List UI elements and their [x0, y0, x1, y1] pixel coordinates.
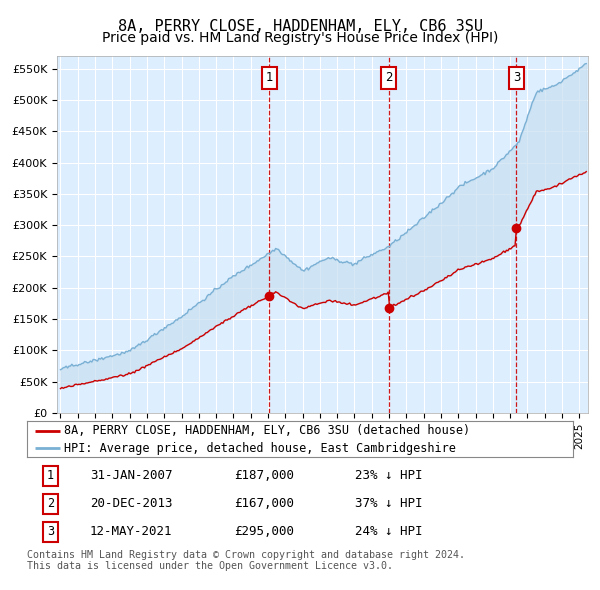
Text: 37% ↓ HPI: 37% ↓ HPI	[355, 497, 422, 510]
Text: Contains HM Land Registry data © Crown copyright and database right 2024.
This d: Contains HM Land Registry data © Crown c…	[27, 550, 465, 572]
Text: 2: 2	[385, 71, 392, 84]
Text: Price paid vs. HM Land Registry's House Price Index (HPI): Price paid vs. HM Land Registry's House …	[102, 31, 498, 45]
Text: 3: 3	[513, 71, 520, 84]
Text: 8A, PERRY CLOSE, HADDENHAM, ELY, CB6 3SU (detached house): 8A, PERRY CLOSE, HADDENHAM, ELY, CB6 3SU…	[64, 424, 470, 437]
Text: 24% ↓ HPI: 24% ↓ HPI	[355, 525, 422, 538]
Text: 2: 2	[47, 497, 54, 510]
Text: 8A, PERRY CLOSE, HADDENHAM, ELY, CB6 3SU: 8A, PERRY CLOSE, HADDENHAM, ELY, CB6 3SU	[118, 19, 482, 34]
Text: 3: 3	[47, 525, 54, 538]
Text: 31-JAN-2007: 31-JAN-2007	[90, 470, 172, 483]
Text: £187,000: £187,000	[235, 470, 295, 483]
Text: 20-DEC-2013: 20-DEC-2013	[90, 497, 172, 510]
Text: £167,000: £167,000	[235, 497, 295, 510]
Text: 1: 1	[266, 71, 273, 84]
Text: HPI: Average price, detached house, East Cambridgeshire: HPI: Average price, detached house, East…	[64, 441, 456, 455]
Text: 23% ↓ HPI: 23% ↓ HPI	[355, 470, 422, 483]
Text: £295,000: £295,000	[235, 525, 295, 538]
Text: 1: 1	[47, 470, 54, 483]
Text: 12-MAY-2021: 12-MAY-2021	[90, 525, 172, 538]
